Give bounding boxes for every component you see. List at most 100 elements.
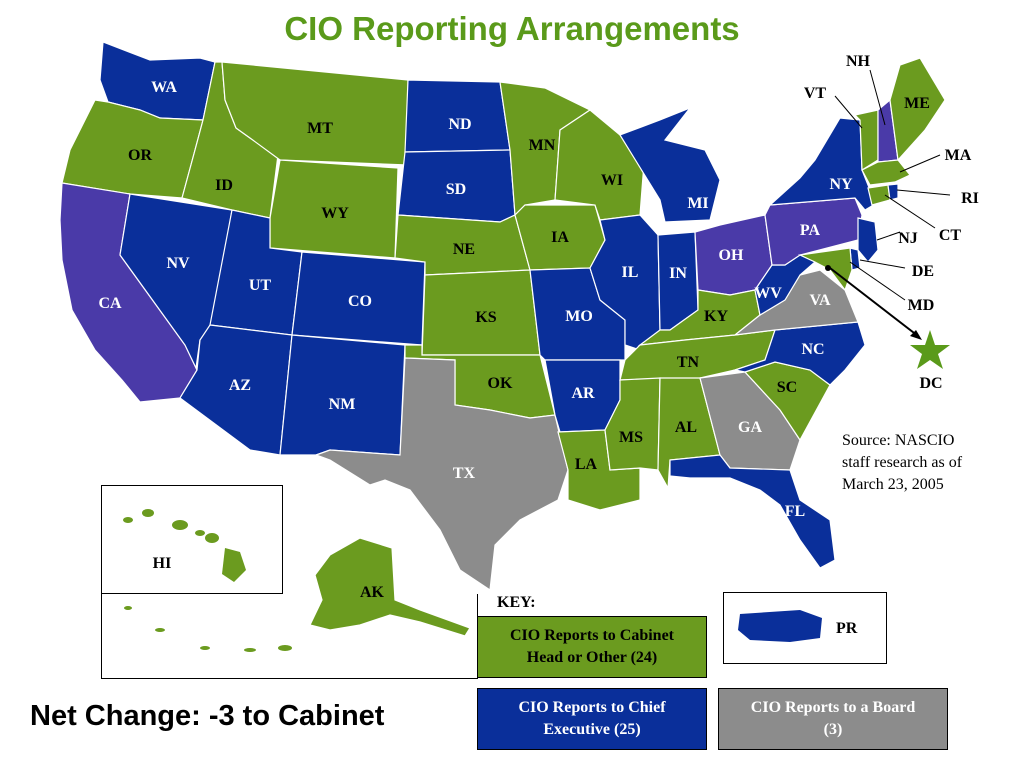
state-ak[interactable] (309, 537, 471, 637)
label-in: IN (669, 265, 687, 282)
label-mn: MN (529, 137, 556, 154)
md-leader (849, 261, 906, 301)
label-ks: KS (475, 309, 496, 326)
label-md: MD (908, 297, 935, 314)
label-ak: AK (360, 584, 385, 601)
state-pr[interactable] (738, 610, 822, 642)
label-pr: PR (836, 620, 858, 637)
label-ky: KY (704, 308, 728, 325)
label-ny: NY (829, 176, 853, 193)
label-oh: OH (719, 247, 744, 264)
label-az: AZ (229, 377, 251, 394)
label-mt: MT (307, 120, 333, 137)
label-nc: NC (801, 341, 824, 358)
dc-dot (825, 265, 831, 271)
source-line-1: Source: NASCIO (842, 432, 955, 449)
de-leader (859, 259, 906, 269)
dc-star[interactable] (910, 330, 950, 369)
label-la: LA (575, 456, 598, 473)
label-ct: CT (939, 227, 962, 244)
label-al: AL (675, 419, 697, 436)
label-dc: DC (919, 375, 942, 392)
label-ar: AR (571, 385, 595, 402)
ma-leader (899, 154, 941, 173)
label-fl: FL (785, 503, 805, 520)
label-pa: PA (800, 222, 821, 239)
label-mo: MO (565, 308, 593, 325)
legend-chief-line-2: Executive (25) (543, 721, 641, 738)
label-ga: GA (738, 419, 762, 436)
ct-leader (884, 194, 936, 229)
label-or: OR (128, 147, 152, 164)
label-nm: NM (329, 396, 356, 413)
net-change-text: Net Change: -3 to Cabinet (30, 700, 385, 732)
state-ri[interactable] (887, 183, 899, 201)
label-il: IL (622, 264, 639, 281)
source-line-2: staff research as of (842, 454, 963, 471)
label-mi: MI (687, 195, 708, 212)
label-ne: NE (453, 241, 475, 258)
label-ma: MA (945, 147, 972, 164)
label-ca: CA (98, 295, 122, 312)
hawaii-islands[interactable] (123, 509, 246, 582)
label-id: ID (215, 177, 233, 194)
legend-board-line-1: CIO Reports to a Board (750, 699, 916, 716)
legend-cabinet-line-1: CIO Reports to Cabinet (510, 627, 674, 644)
state-nj[interactable] (857, 217, 879, 263)
label-hi: HI (153, 555, 172, 572)
label-wi: WI (601, 172, 623, 189)
dc-arrow-head (910, 330, 922, 340)
label-va: VA (809, 292, 830, 309)
state-fl[interactable] (669, 454, 836, 569)
ri-leader (896, 189, 951, 196)
label-ut: UT (249, 277, 272, 294)
nj-leader (876, 231, 901, 241)
state-wi[interactable] (554, 109, 646, 221)
aleutian-islands (124, 606, 292, 652)
label-me: ME (904, 95, 930, 112)
source-note: Source: NASCIO staff research as of Marc… (842, 430, 1012, 496)
label-wv: WV (754, 285, 782, 302)
legend-board: CIO Reports to a Board (3) (718, 688, 948, 750)
label-ri: RI (961, 190, 979, 207)
state-mi[interactable] (619, 106, 721, 223)
label-co: CO (348, 293, 372, 310)
nh-leader (869, 69, 886, 126)
label-sc: SC (777, 379, 797, 396)
label-vt: VT (804, 85, 827, 102)
key-label: KEY: (497, 594, 536, 611)
label-de: DE (912, 263, 934, 280)
state-ct[interactable] (867, 184, 891, 206)
source-line-3: March 23, 2005 (842, 476, 944, 493)
legend-chief-line-1: CIO Reports to Chief (518, 699, 666, 716)
state-nm[interactable] (279, 334, 406, 456)
label-tn: TN (677, 354, 700, 371)
hawaii-inset-box (101, 485, 283, 594)
state-wy[interactable] (269, 159, 399, 259)
label-ia: IA (551, 229, 569, 246)
label-nd: ND (448, 116, 471, 133)
state-tx[interactable] (314, 357, 569, 592)
label-nv: NV (166, 255, 190, 272)
label-wy: WY (321, 205, 349, 222)
label-wa: WA (151, 79, 177, 96)
legend-chief-executive: CIO Reports to Chief Executive (25) (477, 688, 707, 750)
vt-leader (834, 95, 863, 129)
label-nj: NJ (898, 230, 918, 247)
state-vt[interactable] (853, 109, 879, 172)
legend-cabinet-line-2: Head or Other (24) (526, 649, 658, 666)
state-il[interactable] (589, 214, 661, 351)
legend-cabinet: CIO Reports to Cabinet Head or Other (24… (477, 616, 707, 678)
label-ok: OK (488, 375, 513, 392)
dc-pointer-line (829, 267, 919, 337)
label-tx: TX (453, 465, 476, 482)
state-md[interactable] (797, 247, 853, 292)
label-sd: SD (446, 181, 466, 198)
label-ms: MS (619, 429, 643, 446)
label-nh: NH (846, 53, 871, 70)
map-title: CIO Reporting Arrangements (284, 10, 740, 47)
state-nc[interactable] (732, 321, 866, 386)
state-ma[interactable] (861, 159, 911, 186)
legend-board-line-2: (3) (823, 721, 843, 738)
